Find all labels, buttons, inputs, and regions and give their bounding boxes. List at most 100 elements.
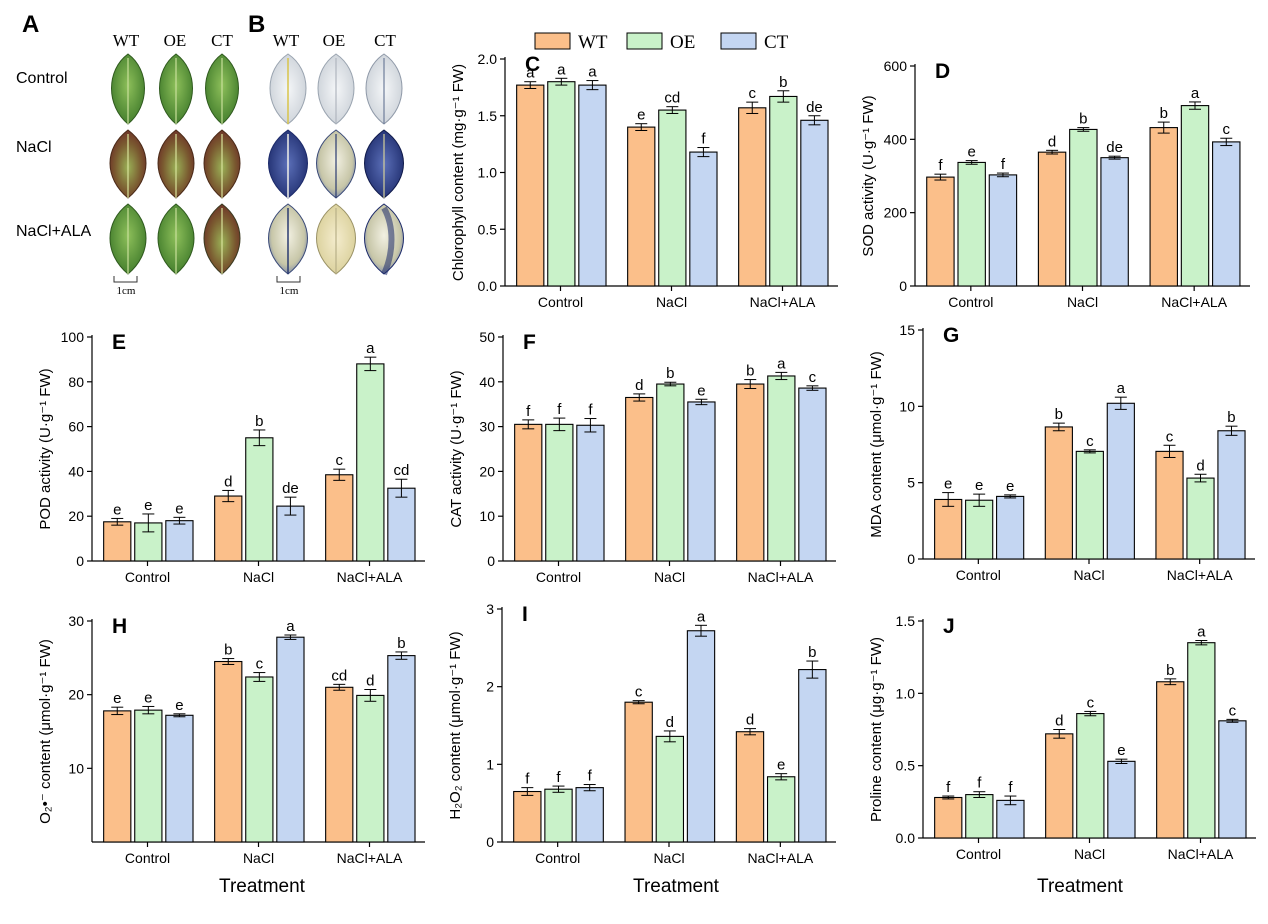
panel-e-significance-letter: a (366, 340, 375, 357)
panel-f-category-label: NaCl (654, 569, 685, 585)
panel-i-significance-letter: d (666, 714, 674, 731)
panel-g-significance-letter: e (975, 477, 983, 494)
panel-g-bar-oe (1075, 450, 1104, 560)
panel-f-bar-ct (687, 401, 716, 562)
panel-g-bar-oe (1186, 477, 1215, 560)
leaf-a-ala-wt (109, 203, 147, 275)
scale-bar-a: 1cm (113, 276, 138, 297)
panel-f-bar-oe (656, 383, 685, 562)
panel-i-significance-letter: a (697, 608, 706, 625)
leaf-a-nacl-wt (109, 129, 147, 199)
panel-d-y-label: SOD activity (U·g⁻¹ FW) (860, 95, 877, 256)
x-title-j: Treatment (1037, 876, 1124, 897)
legend-label-oe: OE (670, 32, 695, 53)
panel-h-y-label: O₂•⁻ content (μmol·g⁻¹ FW) (37, 639, 54, 824)
panel-j-bar-oe (965, 794, 994, 839)
panel-e-y-label: POD activity (U·g⁻¹ FW) (37, 368, 54, 529)
panel-a-column-ct: CT (211, 31, 233, 50)
panel-d-y-tick-label: 600 (884, 58, 908, 74)
panel-h-letter: H (112, 615, 127, 638)
panel-e-letter: E (112, 331, 126, 354)
panel-c-significance-letter: de (806, 99, 823, 116)
leaf-a-control-ct (205, 53, 239, 125)
panel-g-significance-letter: b (1055, 406, 1063, 423)
panel-i-bar-oe (766, 776, 796, 843)
panel-d-significance-letter: de (1106, 139, 1123, 156)
panel-f-significance-letter: a (777, 355, 786, 372)
panel-h-bar-oe (356, 694, 385, 843)
panel-i-significance-letter: f (525, 771, 530, 788)
panel-a-column-oe: OE (164, 31, 187, 50)
panel-f-y-tick-label: 10 (479, 508, 495, 524)
panel-c-significance-letter: a (557, 61, 566, 78)
panel-g-significance-letter: c (1166, 428, 1174, 445)
panel-g-significance-letter: e (944, 476, 952, 493)
panel-g-y-tick-label: 0 (907, 551, 915, 567)
panel-c-y-tick-label: 0.5 (478, 221, 498, 237)
panel-c-significance-letter: c (749, 85, 757, 102)
panel-f-significance-letter: b (666, 365, 674, 382)
panel-f-bar-ct (576, 424, 605, 562)
panel-e-y-tick-label: 80 (68, 374, 84, 390)
panel-j-significance-letter: b (1166, 662, 1174, 679)
panel-e-category-label: NaCl+ALA (337, 569, 403, 585)
panel-c-bar-wt (738, 107, 767, 287)
panel-d-category-label: NaCl (1067, 294, 1098, 310)
panel-e-y-tick-label: 60 (68, 419, 84, 435)
panel-i-bar-ct (686, 630, 716, 843)
panel-e-significance-letter: e (175, 500, 183, 517)
panel-c-bar-wt (516, 84, 545, 287)
panel-f-y-tick-label: 0 (487, 553, 495, 569)
panel-d-category-label: Control (948, 294, 993, 310)
scale-bar-b-label: 1cm (280, 285, 299, 297)
photo-row-nacl: NaCl (16, 139, 52, 156)
panel-g-category-label: NaCl+ALA (1167, 567, 1233, 583)
legend: WT OE CT (534, 32, 789, 53)
panel-j-category-label: NaCl (1074, 846, 1105, 862)
panel-c-y-label: Chlorophyll content (mg·g⁻¹ FW) (450, 64, 467, 281)
leaf-b-control-oe (317, 53, 355, 125)
panel-e-category-label: NaCl (243, 569, 274, 585)
legend-swatch-ct (720, 32, 757, 50)
panel-j-bar-wt (1045, 733, 1074, 839)
panel-f-bar-oe (545, 423, 574, 562)
panel-j-significance-letter: a (1197, 624, 1206, 641)
leaf-b-control-wt (269, 53, 307, 125)
panel-d-significance-letter: c (1223, 121, 1231, 138)
leaf-b-nacl-ct (364, 129, 404, 199)
panel-c-significance-letter: cd (664, 90, 680, 107)
leaf-b-ala-oe (316, 203, 356, 275)
leaf-a-control-oe (159, 53, 193, 125)
panel-d-significance-letter: b (1079, 111, 1087, 128)
panel-f-significance-letter: e (697, 382, 705, 399)
panel-d-y-tick-label: 400 (884, 131, 908, 147)
panel-i-significance-letter: c (635, 684, 643, 701)
leaf-a-nacl-oe (157, 129, 195, 199)
panel-c-significance-letter: a (526, 65, 535, 82)
panel-j-letter: J (943, 615, 955, 638)
panel-i-category-label: NaCl (653, 850, 684, 866)
panel-c-bar-oe (547, 81, 576, 287)
panel-d-bar-wt (1037, 151, 1067, 287)
panel-g-significance-letter: c (1086, 433, 1094, 450)
leaf-a-control-wt (111, 53, 145, 125)
panel-c-significance-letter: b (779, 74, 787, 91)
panel-c-significance-letter: f (701, 131, 706, 148)
panel-g-significance-letter: b (1227, 409, 1235, 426)
photo-row-control: Control (16, 70, 68, 87)
panel-d-significance-letter: b (1160, 105, 1168, 122)
leaf-a-nacl-ct (203, 129, 241, 199)
panel-c-category-label: NaCl+ALA (750, 294, 816, 310)
panel-e-bar-oe (245, 437, 274, 562)
panel-h-significance-letter: b (224, 642, 232, 659)
panel-h-bar-wt (103, 710, 132, 843)
panel-d-category-label: NaCl+ALA (1161, 294, 1227, 310)
panel-j-y-tick-label: 1.5 (896, 613, 916, 629)
panel-h-bar-ct (165, 714, 194, 843)
panel-i-significance-letter: b (808, 644, 816, 661)
panel-j-significance-letter: d (1055, 713, 1063, 730)
panel-j-bar-wt (934, 796, 963, 839)
panel-d-significance-letter: e (967, 144, 975, 161)
panel-h-significance-letter: cd (331, 667, 347, 684)
leaf-a-ala-oe (157, 203, 195, 275)
